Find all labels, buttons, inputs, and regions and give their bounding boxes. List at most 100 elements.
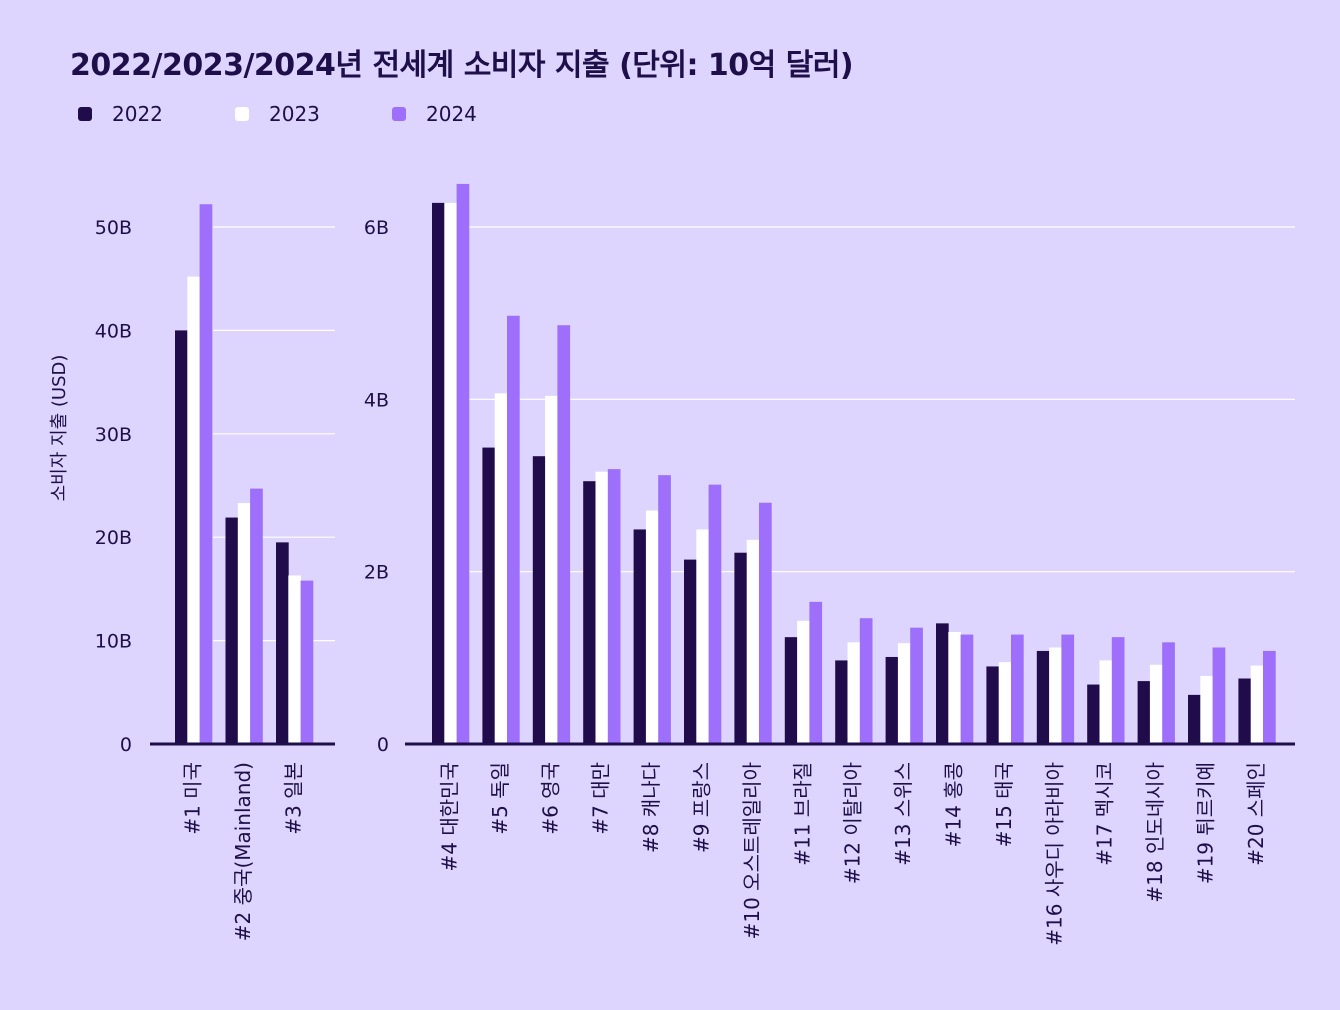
bar-2024-1 xyxy=(507,315,520,744)
category-label-left-1: #2 중국(Mainland) xyxy=(231,762,255,941)
bar-2022-2 xyxy=(276,542,289,744)
category-label-right-11: #15 태국 xyxy=(992,762,1016,847)
bar-2023-14 xyxy=(1149,664,1163,744)
bar-2024-9 xyxy=(910,627,923,744)
bar-2022-10 xyxy=(936,623,949,744)
bar-2022-5 xyxy=(684,559,697,744)
category-label-right-10: #14 홍콩 xyxy=(941,762,965,847)
category-label-right-1: #5 독일 xyxy=(488,762,512,835)
bar-2023-15 xyxy=(1200,675,1213,744)
y-axis-label: 소비자 지출 (USD) xyxy=(49,355,70,502)
bar-2022-6 xyxy=(734,552,748,744)
bar-2023-4 xyxy=(645,510,659,744)
bar-2024-10 xyxy=(960,634,974,744)
bar-2022-1 xyxy=(225,517,239,744)
bar-2023-10 xyxy=(948,631,961,744)
bar-2024-2 xyxy=(300,580,314,744)
bar-2023-1 xyxy=(237,503,251,744)
legend: 2022 2023 2024 xyxy=(78,102,477,126)
bar-2024-8 xyxy=(859,618,873,744)
bar-2023-11 xyxy=(998,662,1012,744)
bar-2022-12 xyxy=(1036,650,1050,744)
category-label-right-12: #16 사우디 아라비아 xyxy=(1042,762,1066,946)
category-label-right-13: #17 멕시코 xyxy=(1093,762,1117,866)
bar-2024-2 xyxy=(557,325,571,744)
y-tick-label-left-20: 20B xyxy=(95,527,132,549)
bar-2024-14 xyxy=(1162,642,1175,744)
bar-2023-1 xyxy=(494,393,508,744)
legend-item-2023: 2023 xyxy=(235,102,392,126)
y-tick-label-right-6: 6B xyxy=(364,217,389,239)
bar-2024-0 xyxy=(456,183,470,744)
bar-2023-5 xyxy=(696,529,709,744)
bar-2024-4 xyxy=(658,475,671,744)
legend-label-2024: 2024 xyxy=(426,102,477,126)
bar-2024-0 xyxy=(199,204,213,744)
bar-2024-6 xyxy=(759,502,772,744)
bar-2023-3 xyxy=(595,471,609,744)
bar-2022-4 xyxy=(633,529,647,744)
bar-2022-3 xyxy=(583,481,596,744)
bar-2022-0 xyxy=(432,202,445,744)
category-label-right-8: #12 이탈리아 xyxy=(841,762,865,884)
legend-swatch-2023 xyxy=(235,107,249,121)
y-tick-label-right-4: 4B xyxy=(364,389,389,411)
category-label-left-0: #1 미국 xyxy=(180,762,204,835)
bar-2024-1 xyxy=(250,488,263,744)
legend-swatch-2024 xyxy=(392,107,406,121)
category-label-right-16: #20 스페인 xyxy=(1244,762,1268,866)
bar-2024-15 xyxy=(1212,647,1226,744)
bar-2022-15 xyxy=(1188,694,1201,744)
bar-2024-3 xyxy=(607,469,621,744)
bar-2024-12 xyxy=(1061,634,1075,744)
bar-2022-13 xyxy=(1087,684,1100,744)
bar-2022-0 xyxy=(175,330,188,744)
category-label-right-0: #4 대한민국 xyxy=(437,762,461,871)
y-tick-label-left-10: 10B xyxy=(95,631,132,653)
category-label-right-4: #8 캐나다 xyxy=(639,762,663,853)
bar-2022-2 xyxy=(532,456,546,744)
category-label-right-2: #6 영국 xyxy=(538,762,562,835)
legend-label-2022: 2022 xyxy=(112,102,163,126)
bar-2022-7 xyxy=(784,637,798,744)
category-label-right-3: #7 대만 xyxy=(589,762,613,835)
bar-2023-7 xyxy=(797,620,810,744)
bar-2024-11 xyxy=(1011,634,1024,744)
bar-2023-12 xyxy=(1049,647,1062,744)
bar-2024-7 xyxy=(809,601,823,744)
legend-item-2024: 2024 xyxy=(392,102,477,126)
bar-2024-16 xyxy=(1263,650,1276,744)
chart-title: 2022/2023/2024년 전세계 소비자 지출 (단위: 10억 달러) xyxy=(70,48,854,83)
bar-2023-8 xyxy=(847,642,861,744)
bar-2023-9 xyxy=(897,643,911,744)
bar-2023-2 xyxy=(288,575,301,744)
category-label-right-5: #9 프랑스 xyxy=(689,762,713,853)
y-tick-label-left-50: 50B xyxy=(95,217,132,239)
y-tick-label-right-2: 2B xyxy=(364,562,389,584)
category-label-right-6: #10 오스트레일리아 xyxy=(740,762,764,939)
bar-2022-8 xyxy=(835,660,848,744)
category-label-left-2: #3 일본 xyxy=(281,762,305,835)
bar-2024-13 xyxy=(1111,637,1125,744)
bar-2023-6 xyxy=(746,539,760,744)
y-tick-label-left-40: 40B xyxy=(95,320,132,342)
y-tick-label-right-0: 0 xyxy=(377,734,389,756)
bar-2024-5 xyxy=(708,484,722,744)
legend-swatch-2022 xyxy=(78,107,92,121)
category-label-right-14: #18 인도네시아 xyxy=(1143,762,1167,903)
y-tick-label-left-0: 0 xyxy=(120,734,132,756)
bar-2022-11 xyxy=(986,666,1000,744)
category-label-right-7: #11 브라질 xyxy=(790,762,814,866)
bar-2022-1 xyxy=(482,447,496,744)
bar-2022-14 xyxy=(1137,681,1151,744)
legend-item-2022: 2022 xyxy=(78,102,235,126)
bar-2023-16 xyxy=(1250,665,1264,744)
bar-2022-16 xyxy=(1238,678,1252,744)
bar-2023-13 xyxy=(1099,660,1113,744)
y-tick-label-left-30: 30B xyxy=(95,424,132,446)
bar-2023-0 xyxy=(444,202,457,744)
category-label-right-9: #13 스위스 xyxy=(891,762,915,866)
bar-2023-0 xyxy=(187,276,200,744)
bar-2022-9 xyxy=(885,656,899,744)
